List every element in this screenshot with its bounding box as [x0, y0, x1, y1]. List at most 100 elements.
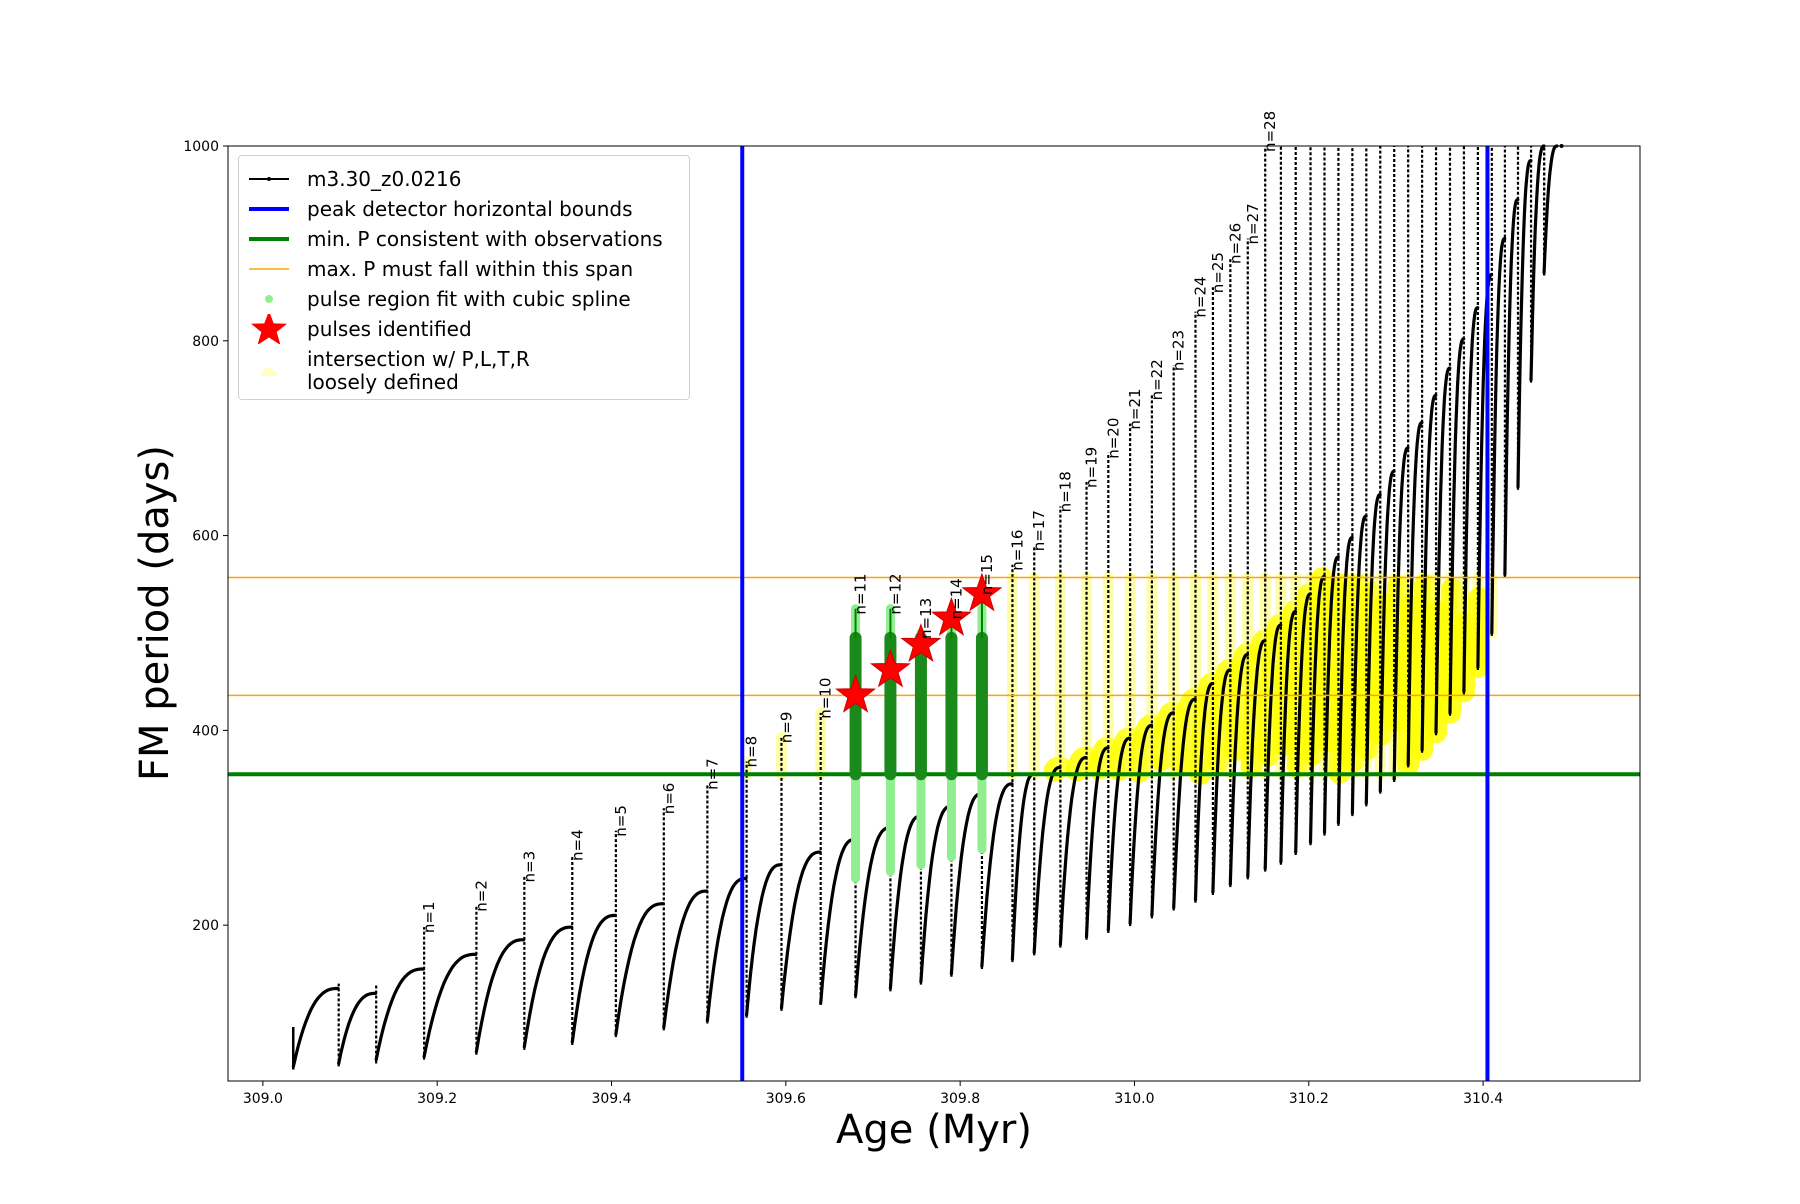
legend-item-spline: pulse region fit with cubic spline — [239, 284, 689, 314]
horizontal-lines-layer — [228, 576, 1640, 777]
cycle-label: n=14 — [947, 578, 965, 619]
legend-label: m3.30_z0.0216 — [307, 167, 462, 191]
model-track-segment — [1228, 652, 1250, 886]
light-green-dot-icon — [265, 295, 273, 303]
model-track-segment — [1193, 681, 1215, 902]
cycle-label: n=10 — [817, 678, 835, 719]
legend-label: min. P consistent with observations — [307, 227, 663, 251]
model-track-segment — [853, 826, 892, 997]
x-tick-label: 310.4 — [1463, 1091, 1503, 1107]
cycle-label: n=22 — [1148, 359, 1166, 400]
model-track-segment — [980, 782, 1014, 968]
cycle-label: n=4 — [568, 829, 586, 861]
ticks-layer: 309.0 309.2 309.4 309.6 309.8 310.0 310.2 310.4… — [183, 139, 1503, 1107]
model-track-segment — [522, 925, 574, 1049]
x-tick-label: 309.6 — [766, 1091, 806, 1107]
model-track-segment — [1128, 723, 1154, 925]
model-track-segment — [1322, 555, 1340, 835]
legend-label: pulse region fit with cubic spline — [307, 287, 631, 311]
legend-item-min-period: min. P consistent with observations — [239, 224, 689, 254]
model-track-segment — [1490, 236, 1507, 635]
y-tick-label: 600 — [192, 529, 219, 545]
model-track-segment — [1392, 446, 1410, 781]
y-tick-label: 200 — [192, 918, 219, 934]
pulse-identified-star — [900, 623, 942, 663]
model-track-segment — [662, 889, 709, 1030]
model-track-segment — [1246, 639, 1267, 879]
model-track-segment — [1406, 421, 1424, 767]
cycle-label: n=3 — [520, 851, 538, 883]
model-track-segment — [744, 863, 783, 1017]
model-track-segment — [1010, 772, 1036, 961]
model-track-segment — [337, 991, 378, 1066]
green-line-icon — [249, 237, 289, 241]
line-marker-icon — [249, 177, 289, 181]
model-track-segment — [1058, 755, 1088, 947]
cycle-label: n=15 — [978, 554, 996, 595]
model-track-segment — [1378, 469, 1396, 793]
vertical-bounds-layer — [740, 146, 1490, 1081]
blue-line-icon — [249, 207, 289, 211]
model-track-segment — [1172, 697, 1197, 910]
model-track-layer — [291, 144, 1564, 1070]
model-track-segment — [1462, 306, 1480, 694]
y-tick-label: 800 — [192, 334, 219, 350]
x-axis-label: Age (Myr) — [836, 1107, 1032, 1153]
model-track-segment — [779, 850, 822, 1010]
legend-label: intersection w/ P,L,T,R loosely defined — [307, 347, 530, 394]
model-track-segment — [1350, 514, 1368, 815]
legend-item-pulses: pulses identified — [239, 314, 689, 344]
model-track-segment — [1364, 493, 1382, 806]
cycle-label: n=2 — [472, 880, 490, 912]
yellow-circle-icon — [261, 368, 277, 376]
cycle-label: n=13 — [917, 598, 935, 639]
model-track-segment — [888, 814, 923, 991]
model-track-segment — [1106, 736, 1132, 932]
model-track-segment — [474, 938, 526, 1054]
model-track-segment — [1308, 574, 1326, 845]
cycle-label: n=25 — [1209, 252, 1227, 293]
cycle-label: n=19 — [1083, 447, 1101, 488]
cycle-label: n=28 — [1261, 111, 1279, 152]
orange-line-icon — [249, 268, 289, 270]
model-track-segment — [705, 876, 748, 1023]
cycle-label: n=9 — [778, 712, 796, 744]
legend-label: peak detector horizontal bounds — [307, 197, 633, 221]
pulse-identified-star — [961, 572, 1003, 612]
model-track-segment — [1542, 144, 1559, 275]
cycle-label: n=24 — [1192, 276, 1210, 317]
model-track-segment — [1434, 366, 1452, 734]
legend-item-loosely-defined: intersection w/ P,L,T,R loosely defined — [239, 346, 689, 394]
cycle-label: n=7 — [703, 758, 721, 790]
cycle-label: n=1 — [420, 901, 438, 933]
model-track-segment — [1211, 668, 1232, 894]
model-track-segment — [1503, 198, 1520, 577]
y-tick-label: 400 — [192, 723, 219, 739]
model-track-segment — [1279, 609, 1298, 864]
legend-label: pulses identified — [307, 317, 472, 341]
legend: m3.30_z0.0216 peak detector horizontal b… — [238, 155, 690, 400]
legend-item-vertical-bounds: peak detector horizontal bounds — [239, 194, 689, 224]
model-track-segment — [1448, 337, 1466, 715]
cycle-label: n=18 — [1056, 471, 1074, 512]
legend-item-max-period: max. P must fall within this span — [239, 254, 689, 284]
spline-fit-layer — [849, 584, 988, 883]
pulses-identified-layer — [835, 572, 1003, 713]
model-track-segment — [614, 902, 665, 1036]
cycle-label: n=23 — [1170, 330, 1188, 371]
model-track-segment — [819, 837, 857, 1005]
x-tick-label: 309.4 — [591, 1091, 631, 1107]
x-tick-label: 309.0 — [243, 1091, 283, 1107]
cycle-labels-layer: n=1 n=2 n=3 n=4 n=5 n=6 n=7 n=8 n=9 n=10 n=11 n=12 n… — [420, 111, 1279, 933]
legend-item-model: m3.30_z0.0216 — [239, 164, 689, 194]
model-track-segment — [1516, 159, 1533, 489]
pulse-identified-star — [835, 673, 877, 713]
model-track-segment — [1336, 535, 1354, 825]
pulse-identified-star — [930, 596, 972, 636]
cycle-label: n=16 — [1008, 530, 1026, 571]
cycle-label: n=8 — [743, 736, 761, 768]
cycle-label: n=5 — [612, 805, 630, 837]
model-track-segment — [919, 804, 953, 984]
